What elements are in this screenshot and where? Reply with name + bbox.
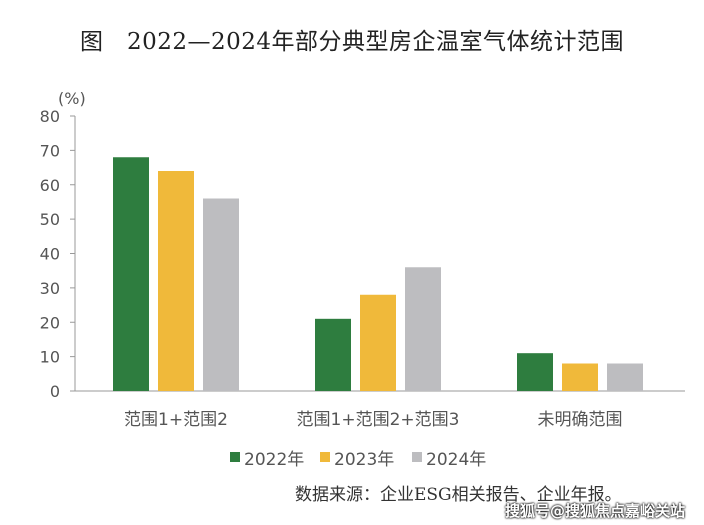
bar-2022年-未明确范围 (517, 353, 553, 391)
y-tick-label: 60 (40, 176, 60, 195)
legend-label: 2024年 (426, 450, 486, 470)
chart-title: 图 2022—2024年部分典型房企温室气体统计范围 (79, 29, 625, 55)
y-tick-label: 20 (40, 313, 60, 332)
legend-swatch (320, 452, 330, 462)
watermark: 搜狐号@搜狐焦点嘉峪关站 (505, 502, 686, 520)
y-tick-label: 50 (40, 210, 60, 229)
bar-2023年-范围1+范围2+范围3 (360, 294, 396, 391)
y-tick-label: 30 (40, 279, 60, 298)
bar-2024年-范围1+范围2 (203, 198, 239, 391)
y-tick-label: 70 (40, 141, 60, 160)
y-tick-label: 40 (40, 245, 60, 264)
x-tick-label: 未明确范围 (538, 410, 623, 430)
bar-2022年-范围1+范围2+范围3 (315, 318, 351, 391)
legend-swatch (230, 452, 240, 462)
bar-2023年-未明确范围 (562, 363, 598, 391)
y-tick-label: 80 (40, 107, 60, 126)
legend-label: 2022年 (244, 450, 304, 470)
bar-2022年-范围1+范围2 (113, 157, 149, 391)
legend-label: 2023年 (334, 450, 394, 470)
legend-swatch (412, 452, 422, 462)
bar-2023年-范围1+范围2 (158, 171, 194, 391)
source-note: 数据来源：企业ESG相关报告、企业年报。 (295, 485, 622, 505)
x-tick-label: 范围1+范围2+范围3 (297, 410, 460, 430)
y-axis-label: (%) (58, 89, 86, 108)
x-tick-label: 范围1+范围2 (124, 410, 228, 430)
bar-2024年-未明确范围 (607, 363, 643, 391)
y-tick-label: 0 (50, 382, 60, 401)
bar-2024年-范围1+范围2+范围3 (405, 267, 441, 391)
y-tick-label: 10 (40, 348, 60, 367)
